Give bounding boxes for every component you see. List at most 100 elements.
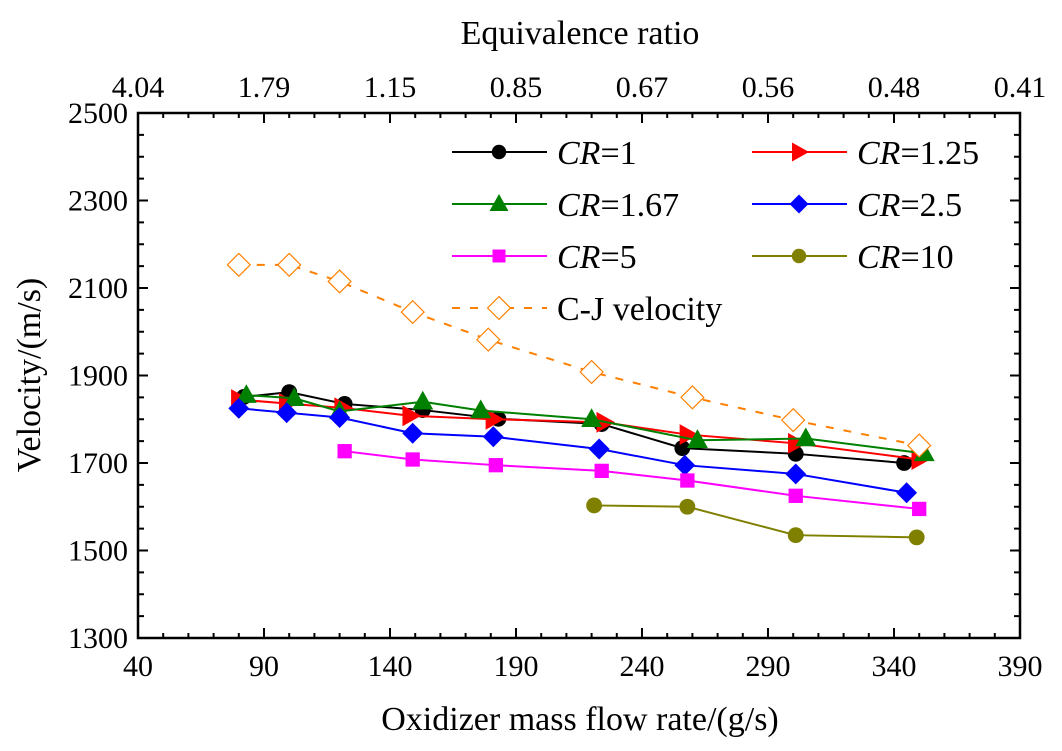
legend-label: CR=2.5 bbox=[857, 187, 962, 224]
legend-label-prefix: CR bbox=[857, 239, 901, 276]
series-cr-1-25 bbox=[231, 389, 931, 470]
data-point bbox=[412, 390, 434, 410]
data-point bbox=[785, 463, 807, 485]
data-point bbox=[402, 405, 422, 427]
data-point bbox=[588, 438, 610, 460]
top-x-tick-label: 0.67 bbox=[616, 71, 669, 104]
data-point bbox=[679, 498, 696, 515]
legend-marker bbox=[792, 142, 809, 162]
legend-label: CR=1 bbox=[557, 135, 637, 172]
legend-label-suffix: =10 bbox=[900, 239, 953, 276]
data-point bbox=[476, 327, 501, 352]
data-point bbox=[908, 529, 925, 546]
legend-marker bbox=[489, 194, 509, 211]
legend-label-suffix: =2.5 bbox=[900, 187, 962, 224]
series-line bbox=[594, 504, 917, 539]
series-cr-1 bbox=[235, 384, 913, 471]
legend-label: CR=1.67 bbox=[557, 187, 679, 224]
data-point bbox=[896, 482, 918, 504]
legend-label-prefix: CR bbox=[557, 135, 601, 172]
legend-item: CR=1.25 bbox=[752, 135, 979, 172]
legend-label: CR=1.25 bbox=[857, 135, 979, 172]
legend-marker bbox=[791, 248, 807, 264]
data-point bbox=[400, 299, 425, 325]
legend-item: CR=5 bbox=[452, 239, 637, 276]
data-point bbox=[912, 501, 927, 517]
top-x-tick-label: 0.85 bbox=[490, 71, 543, 104]
legend-label-suffix: =1.67 bbox=[600, 187, 679, 224]
data-point bbox=[674, 454, 696, 476]
legend-label-prefix: CR bbox=[557, 239, 601, 276]
legend-item: CR=1.67 bbox=[452, 187, 679, 224]
y-tick-label: 1700 bbox=[68, 447, 128, 480]
y-tick-label: 1300 bbox=[68, 622, 128, 655]
legend-item: C-J velocity bbox=[452, 291, 722, 328]
data-point bbox=[283, 387, 305, 406]
x-tick-label: 340 bbox=[872, 650, 917, 683]
x-tick-label: 190 bbox=[494, 650, 539, 683]
data-point bbox=[787, 527, 804, 544]
data-point bbox=[228, 397, 250, 419]
legend-label-suffix: =1.25 bbox=[900, 135, 979, 172]
data-point bbox=[795, 427, 817, 447]
top-x-tick-label: 1.79 bbox=[238, 71, 291, 104]
legend-marker bbox=[492, 249, 506, 263]
data-point bbox=[581, 408, 603, 427]
top-x-tick-label: 0.48 bbox=[868, 71, 921, 104]
x-tick-label: 390 bbox=[998, 650, 1043, 683]
x-tick-label: 140 bbox=[368, 650, 413, 683]
x-tick-label: 90 bbox=[249, 650, 279, 683]
data-point bbox=[276, 402, 298, 424]
y-tick-label: 2500 bbox=[68, 97, 128, 130]
legend-label: CR=5 bbox=[557, 239, 637, 276]
legend-label-prefix: CR bbox=[857, 187, 901, 224]
legend-label-suffix: C-J velocity bbox=[557, 291, 722, 328]
axes: 40 4.04 90 1.79 140 1.15 190 0.85 240 0.67 290 0.56… bbox=[68, 71, 1046, 683]
data-point bbox=[680, 473, 695, 488]
series-cr-10 bbox=[586, 497, 925, 546]
data-point bbox=[686, 429, 708, 448]
legend-marker bbox=[486, 295, 512, 321]
y-tick-label: 1500 bbox=[68, 535, 128, 568]
data-point bbox=[402, 422, 424, 444]
data-point bbox=[674, 440, 691, 457]
data-point bbox=[327, 269, 352, 294]
top-x-tick-label: 1.15 bbox=[364, 71, 417, 104]
legend-item: CR=10 bbox=[752, 239, 954, 276]
top-x-tick-label: 4.04 bbox=[112, 71, 165, 104]
series-c-j-velocity bbox=[226, 252, 932, 458]
legend-item: CR=1 bbox=[452, 135, 637, 172]
legend-label: CR=10 bbox=[857, 239, 954, 276]
data-point bbox=[906, 433, 932, 458]
data-point bbox=[329, 407, 351, 428]
y-tick-label: 2100 bbox=[68, 272, 128, 305]
data-point bbox=[579, 359, 604, 385]
y-axis-title: Velocity/(m/s) bbox=[11, 278, 48, 473]
series-layer bbox=[226, 252, 935, 546]
data-point bbox=[780, 407, 806, 433]
series-line bbox=[238, 263, 920, 447]
series-cr-2-5 bbox=[228, 397, 918, 504]
data-point bbox=[470, 399, 492, 419]
data-point bbox=[679, 424, 699, 446]
x-tick-label: 240 bbox=[620, 650, 665, 683]
legend-item: CR=2.5 bbox=[752, 187, 962, 224]
x-tick-label: 290 bbox=[746, 650, 791, 683]
data-point bbox=[586, 497, 603, 514]
y-tick-label: 2300 bbox=[68, 185, 128, 218]
legend-marker bbox=[789, 194, 809, 214]
legend-label-suffix: =5 bbox=[600, 239, 636, 276]
data-point bbox=[337, 444, 352, 459]
legend-label-suffix: =1 bbox=[600, 135, 636, 172]
series-cr-1-67 bbox=[235, 384, 935, 462]
top-x-tick-label: 0.56 bbox=[742, 71, 795, 104]
data-point bbox=[226, 252, 252, 278]
data-point bbox=[405, 452, 420, 467]
x-axis-title: Oxidizer mass flow rate/(g/s) bbox=[381, 701, 779, 738]
top-x-axis-title: Equivalence ratio bbox=[461, 15, 700, 52]
data-point bbox=[485, 408, 505, 430]
top-x-tick-label: 0.41 bbox=[994, 71, 1047, 104]
data-point bbox=[482, 426, 504, 448]
